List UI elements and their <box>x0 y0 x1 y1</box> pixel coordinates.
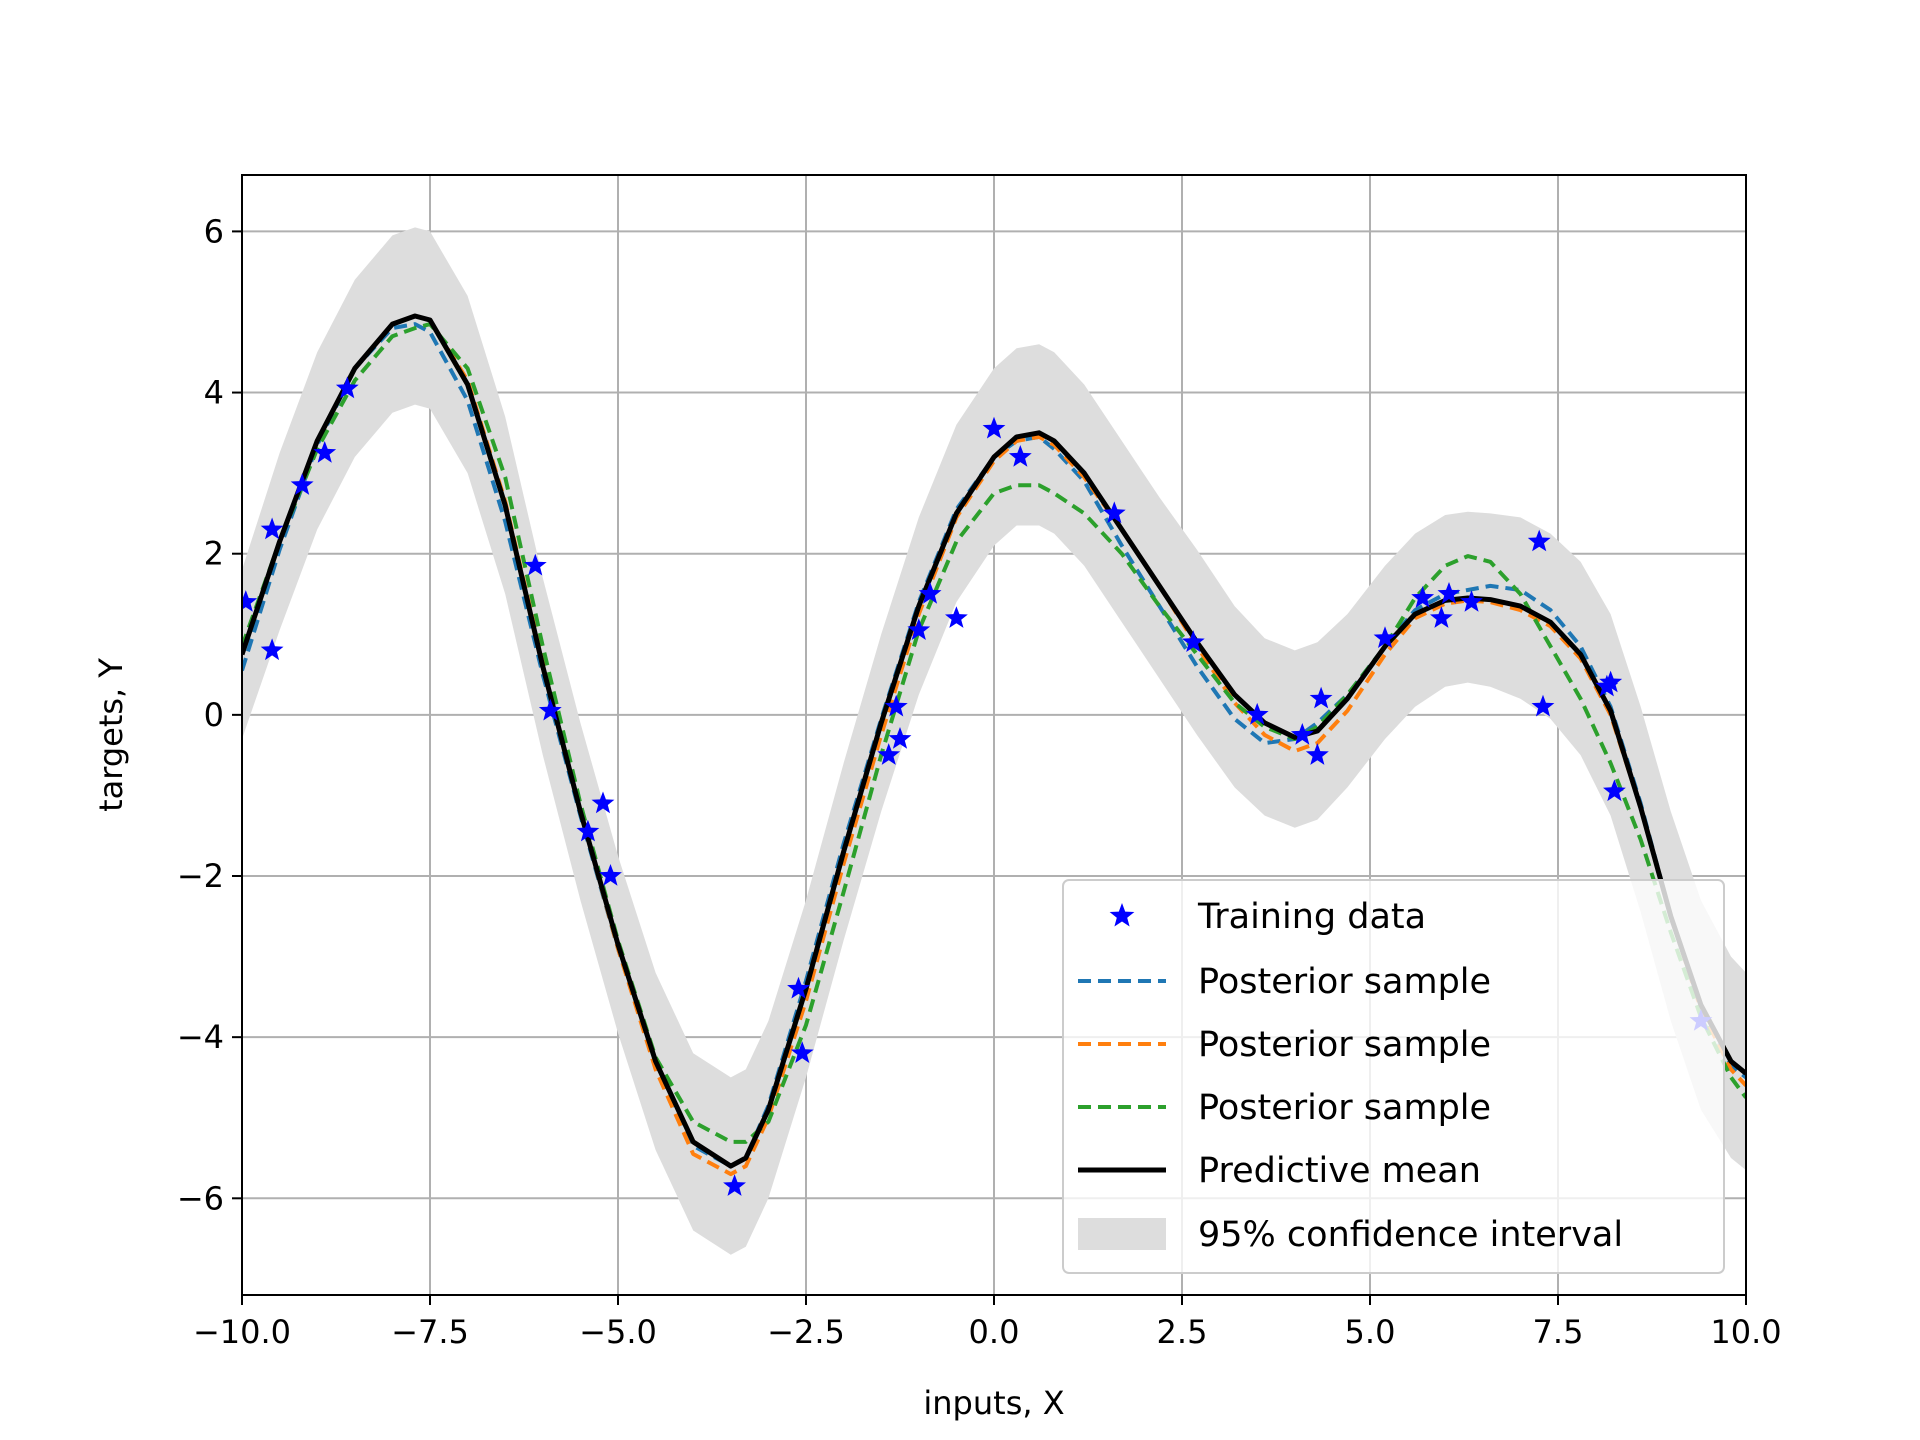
posterior-sample-3-line <box>242 322 1746 1144</box>
legend-sample3-label: Posterior sample <box>1198 1088 1491 1128</box>
training-point <box>290 473 314 495</box>
training-point <box>982 416 1006 439</box>
legend-training-label: Training data <box>1197 897 1426 937</box>
legend: Training data Posterior sample Posterior… <box>1062 879 1725 1274</box>
training-point <box>1430 606 1453 628</box>
training-point <box>787 976 810 999</box>
training-point <box>888 727 912 749</box>
training-point <box>538 698 562 721</box>
training-point <box>1373 626 1397 648</box>
legend-sample2-label: Posterior sample <box>1198 1025 1491 1065</box>
training-point <box>1531 694 1555 717</box>
x-tick-label: −7.5 <box>391 1313 469 1351</box>
training-point <box>790 1041 814 1063</box>
training-point <box>260 517 284 540</box>
training-point <box>877 743 901 765</box>
predictive-mean-line <box>242 313 1746 1169</box>
training-point <box>1437 582 1461 604</box>
y-tick-label: 2 <box>204 535 224 573</box>
legend-ci-swatch <box>1078 1218 1166 1250</box>
training-point <box>523 553 547 576</box>
training-points <box>242 376 1713 1196</box>
x-tick-label: −5.0 <box>579 1313 657 1351</box>
training-point <box>576 819 600 842</box>
training-point <box>591 791 615 814</box>
training-point <box>907 618 931 640</box>
training-point <box>1290 723 1314 745</box>
x-tick-label: 2.5 <box>1157 1313 1208 1351</box>
legend-sample1-label: Posterior sample <box>1198 962 1491 1002</box>
legend-box <box>1062 879 1725 1274</box>
training-point <box>313 441 337 463</box>
training-point <box>1305 743 1329 765</box>
training-point <box>945 606 968 628</box>
y-tick-label: 0 <box>204 696 224 734</box>
legend-training-marker <box>1109 903 1135 927</box>
confidence-interval-band <box>242 227 1746 1255</box>
training-point <box>1603 779 1626 802</box>
training-point <box>242 590 258 612</box>
y-tick-label: −6 <box>177 1179 224 1217</box>
y-tick-label: −4 <box>177 1018 224 1056</box>
posterior-sample-1-line <box>242 322 1746 1169</box>
y-axis-label: targets, Y <box>92 658 130 812</box>
training-point <box>1411 586 1435 608</box>
training-point <box>1102 501 1126 524</box>
x-tick-label: 5.0 <box>1345 1313 1396 1351</box>
training-point <box>884 694 908 717</box>
y-tick-label: −2 <box>177 857 224 895</box>
training-point <box>260 638 284 661</box>
training-point <box>1460 590 1483 612</box>
legend-mean-label: Predictive mean <box>1198 1151 1481 1191</box>
x-tick-label: −10.0 <box>193 1313 291 1351</box>
x-tick-label: −2.5 <box>767 1313 845 1351</box>
training-point <box>1008 445 1032 467</box>
x-tick-label: 10.0 <box>1710 1313 1781 1351</box>
training-point <box>1527 529 1551 552</box>
legend-ci-label: 95% confidence interval <box>1198 1215 1623 1255</box>
training-point <box>1309 686 1333 709</box>
x-tick-label: 7.5 <box>1533 1313 1584 1351</box>
y-tick-label: 4 <box>204 374 224 412</box>
training-point <box>335 376 359 399</box>
training-point <box>918 582 942 604</box>
training-point <box>1599 670 1623 693</box>
training-point <box>599 864 622 886</box>
training-point <box>1245 702 1269 725</box>
training-point <box>1181 630 1205 652</box>
x-tick-label: 0.0 <box>969 1313 1020 1351</box>
training-point <box>723 1174 746 1196</box>
x-axis-label: inputs, X <box>923 1384 1064 1422</box>
y-tick-label: 6 <box>204 212 224 250</box>
